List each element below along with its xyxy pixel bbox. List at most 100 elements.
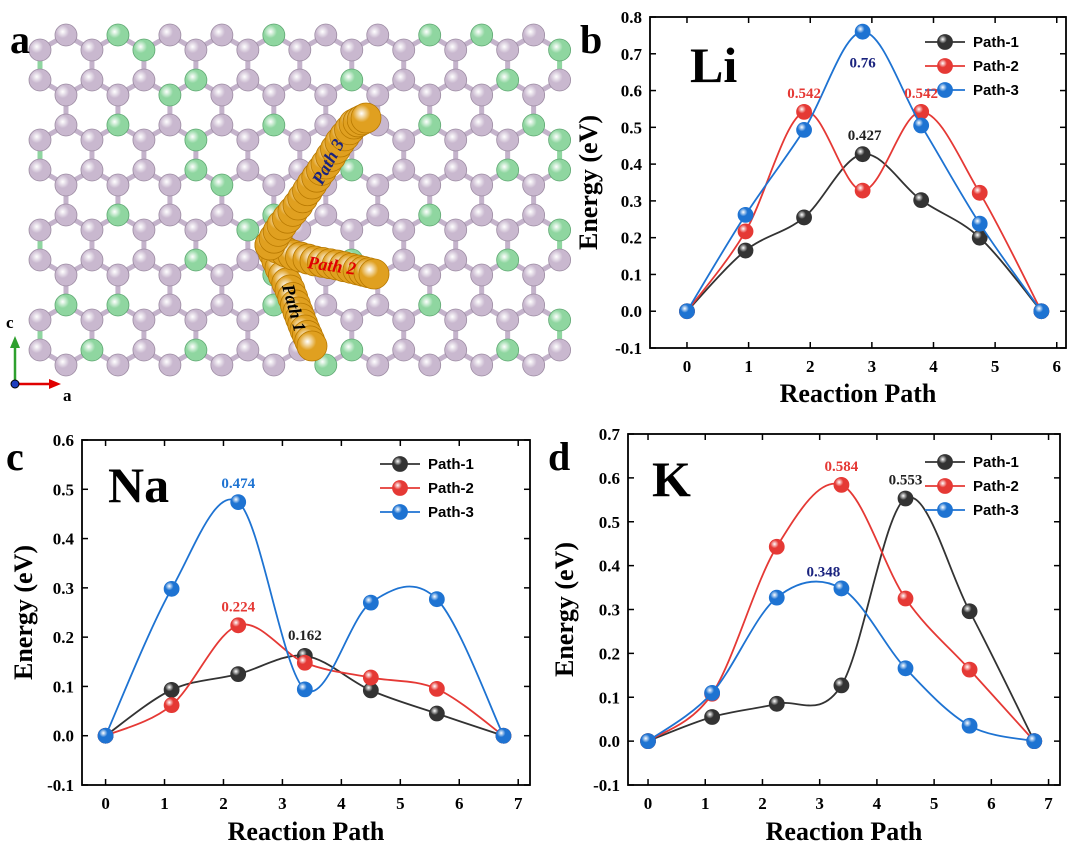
carbon-atom — [158, 203, 182, 227]
carbon-atom — [80, 308, 104, 332]
x-tick-label: 2 — [219, 794, 228, 813]
c-arrowhead-icon — [10, 336, 20, 348]
plot-frame — [81, 439, 531, 786]
data-point — [296, 681, 313, 698]
boron-atom — [106, 23, 130, 47]
legend-label: Path-3 — [428, 504, 474, 521]
boron-atom — [340, 158, 364, 182]
carbon-atom — [418, 173, 442, 197]
carbon-atom — [496, 38, 520, 62]
y-tick-label: 0.2 — [53, 628, 74, 647]
data-point — [230, 617, 247, 634]
data-point — [833, 580, 850, 597]
y-tick-label: 0.0 — [621, 302, 642, 321]
carbon-atom — [210, 23, 234, 47]
carbon-atom — [366, 203, 390, 227]
carbon-atom — [28, 308, 52, 332]
chart-k: 0 1 2 3 4 5 6 7 -0.1 0.0 0.1 0.2 0.3 0.4 0.5 0.6 0.7 Reac… — [550, 425, 1061, 846]
carbon-atom — [132, 68, 156, 92]
legend-label: Path-2 — [428, 480, 474, 497]
carbon-atom — [522, 353, 546, 377]
x-tick-label: 0 — [101, 794, 110, 813]
data-point — [428, 705, 445, 722]
metal-atom — [296, 330, 328, 362]
boron-atom — [548, 38, 572, 62]
carbon-atom — [132, 158, 156, 182]
carbon-atom — [522, 263, 546, 287]
y-tick-label: 0.6 — [621, 82, 642, 101]
boron-atom — [262, 113, 286, 137]
data-point — [961, 603, 978, 620]
boron-atom — [548, 308, 572, 332]
x-tick-label: 3 — [278, 794, 287, 813]
y-tick-label: 0.7 — [599, 425, 621, 444]
legend-label: Path-2 — [973, 58, 1019, 75]
carbon-atom — [54, 173, 78, 197]
carbon-atom — [340, 308, 364, 332]
data-point — [1026, 733, 1043, 750]
y-axis-label: Energy (eV) — [550, 542, 579, 677]
data-point — [362, 669, 379, 686]
carbon-atom — [522, 203, 546, 227]
data-point — [296, 654, 313, 671]
carbon-atom — [54, 263, 78, 287]
x-tick-label: 0 — [644, 794, 653, 813]
legend-label: Path-1 — [428, 456, 474, 473]
carbon-atom — [366, 353, 390, 377]
carbon-atom — [236, 128, 260, 152]
carbon-atom — [236, 68, 260, 92]
carbon-atom — [392, 218, 416, 242]
boron-atom — [106, 203, 130, 227]
carbon-atom — [392, 248, 416, 272]
boron-atom — [548, 158, 572, 182]
legend-label: Path-2 — [973, 478, 1019, 495]
data-point — [737, 223, 754, 240]
x-tick-label: 4 — [929, 357, 938, 376]
data-point — [163, 697, 180, 714]
legend-marker — [937, 34, 953, 50]
carbon-atom — [132, 308, 156, 332]
boron-atom — [496, 158, 520, 182]
carbon-atom — [132, 248, 156, 272]
x-tick-label: 7 — [1044, 794, 1053, 813]
carbon-atom — [548, 68, 572, 92]
data-point — [971, 184, 988, 201]
data-point — [833, 677, 850, 694]
boron-atom — [106, 113, 130, 137]
x-tick-label: 1 — [701, 794, 710, 813]
boron-atom — [496, 248, 520, 272]
data-point — [796, 209, 812, 226]
carbon-atom — [262, 83, 286, 107]
data-point — [679, 303, 695, 320]
y-tick-label: 0.3 — [53, 579, 74, 598]
metal-atom — [358, 258, 390, 290]
data-point — [913, 117, 930, 134]
carbon-atom — [132, 338, 156, 362]
carbon-atom — [28, 158, 52, 182]
carbon-atom — [314, 203, 338, 227]
carbon-atom — [314, 83, 338, 107]
data-label: 0.162 — [288, 628, 322, 644]
carbon-atom — [28, 68, 52, 92]
carbon-atom — [236, 248, 260, 272]
carbon-atom — [366, 83, 390, 107]
data-point — [1033, 303, 1050, 320]
boron-atom — [210, 173, 234, 197]
carbon-atom — [444, 158, 468, 182]
legend-label: Path-3 — [973, 82, 1019, 99]
carbon-atom — [366, 23, 390, 47]
y-tick-label: 0.6 — [53, 431, 74, 450]
y-tick-label: 0.5 — [599, 513, 620, 532]
carbon-atom — [444, 218, 468, 242]
coordinate-axes: c a — [6, 313, 72, 405]
data-point — [854, 146, 871, 163]
x-tick-label: 4 — [337, 794, 346, 813]
x-tick-label: 7 — [514, 794, 523, 813]
carbon-atom — [158, 293, 182, 317]
boron-atom — [418, 293, 442, 317]
data-point — [495, 727, 512, 744]
chart-na: 0 1 2 3 4 5 6 7 -0.1 0.0 0.1 0.2 0.3 0.4 0.5 0.6 Reactio… — [9, 431, 531, 846]
boron-atom — [184, 248, 208, 272]
panel-letter-d: d — [548, 434, 570, 479]
